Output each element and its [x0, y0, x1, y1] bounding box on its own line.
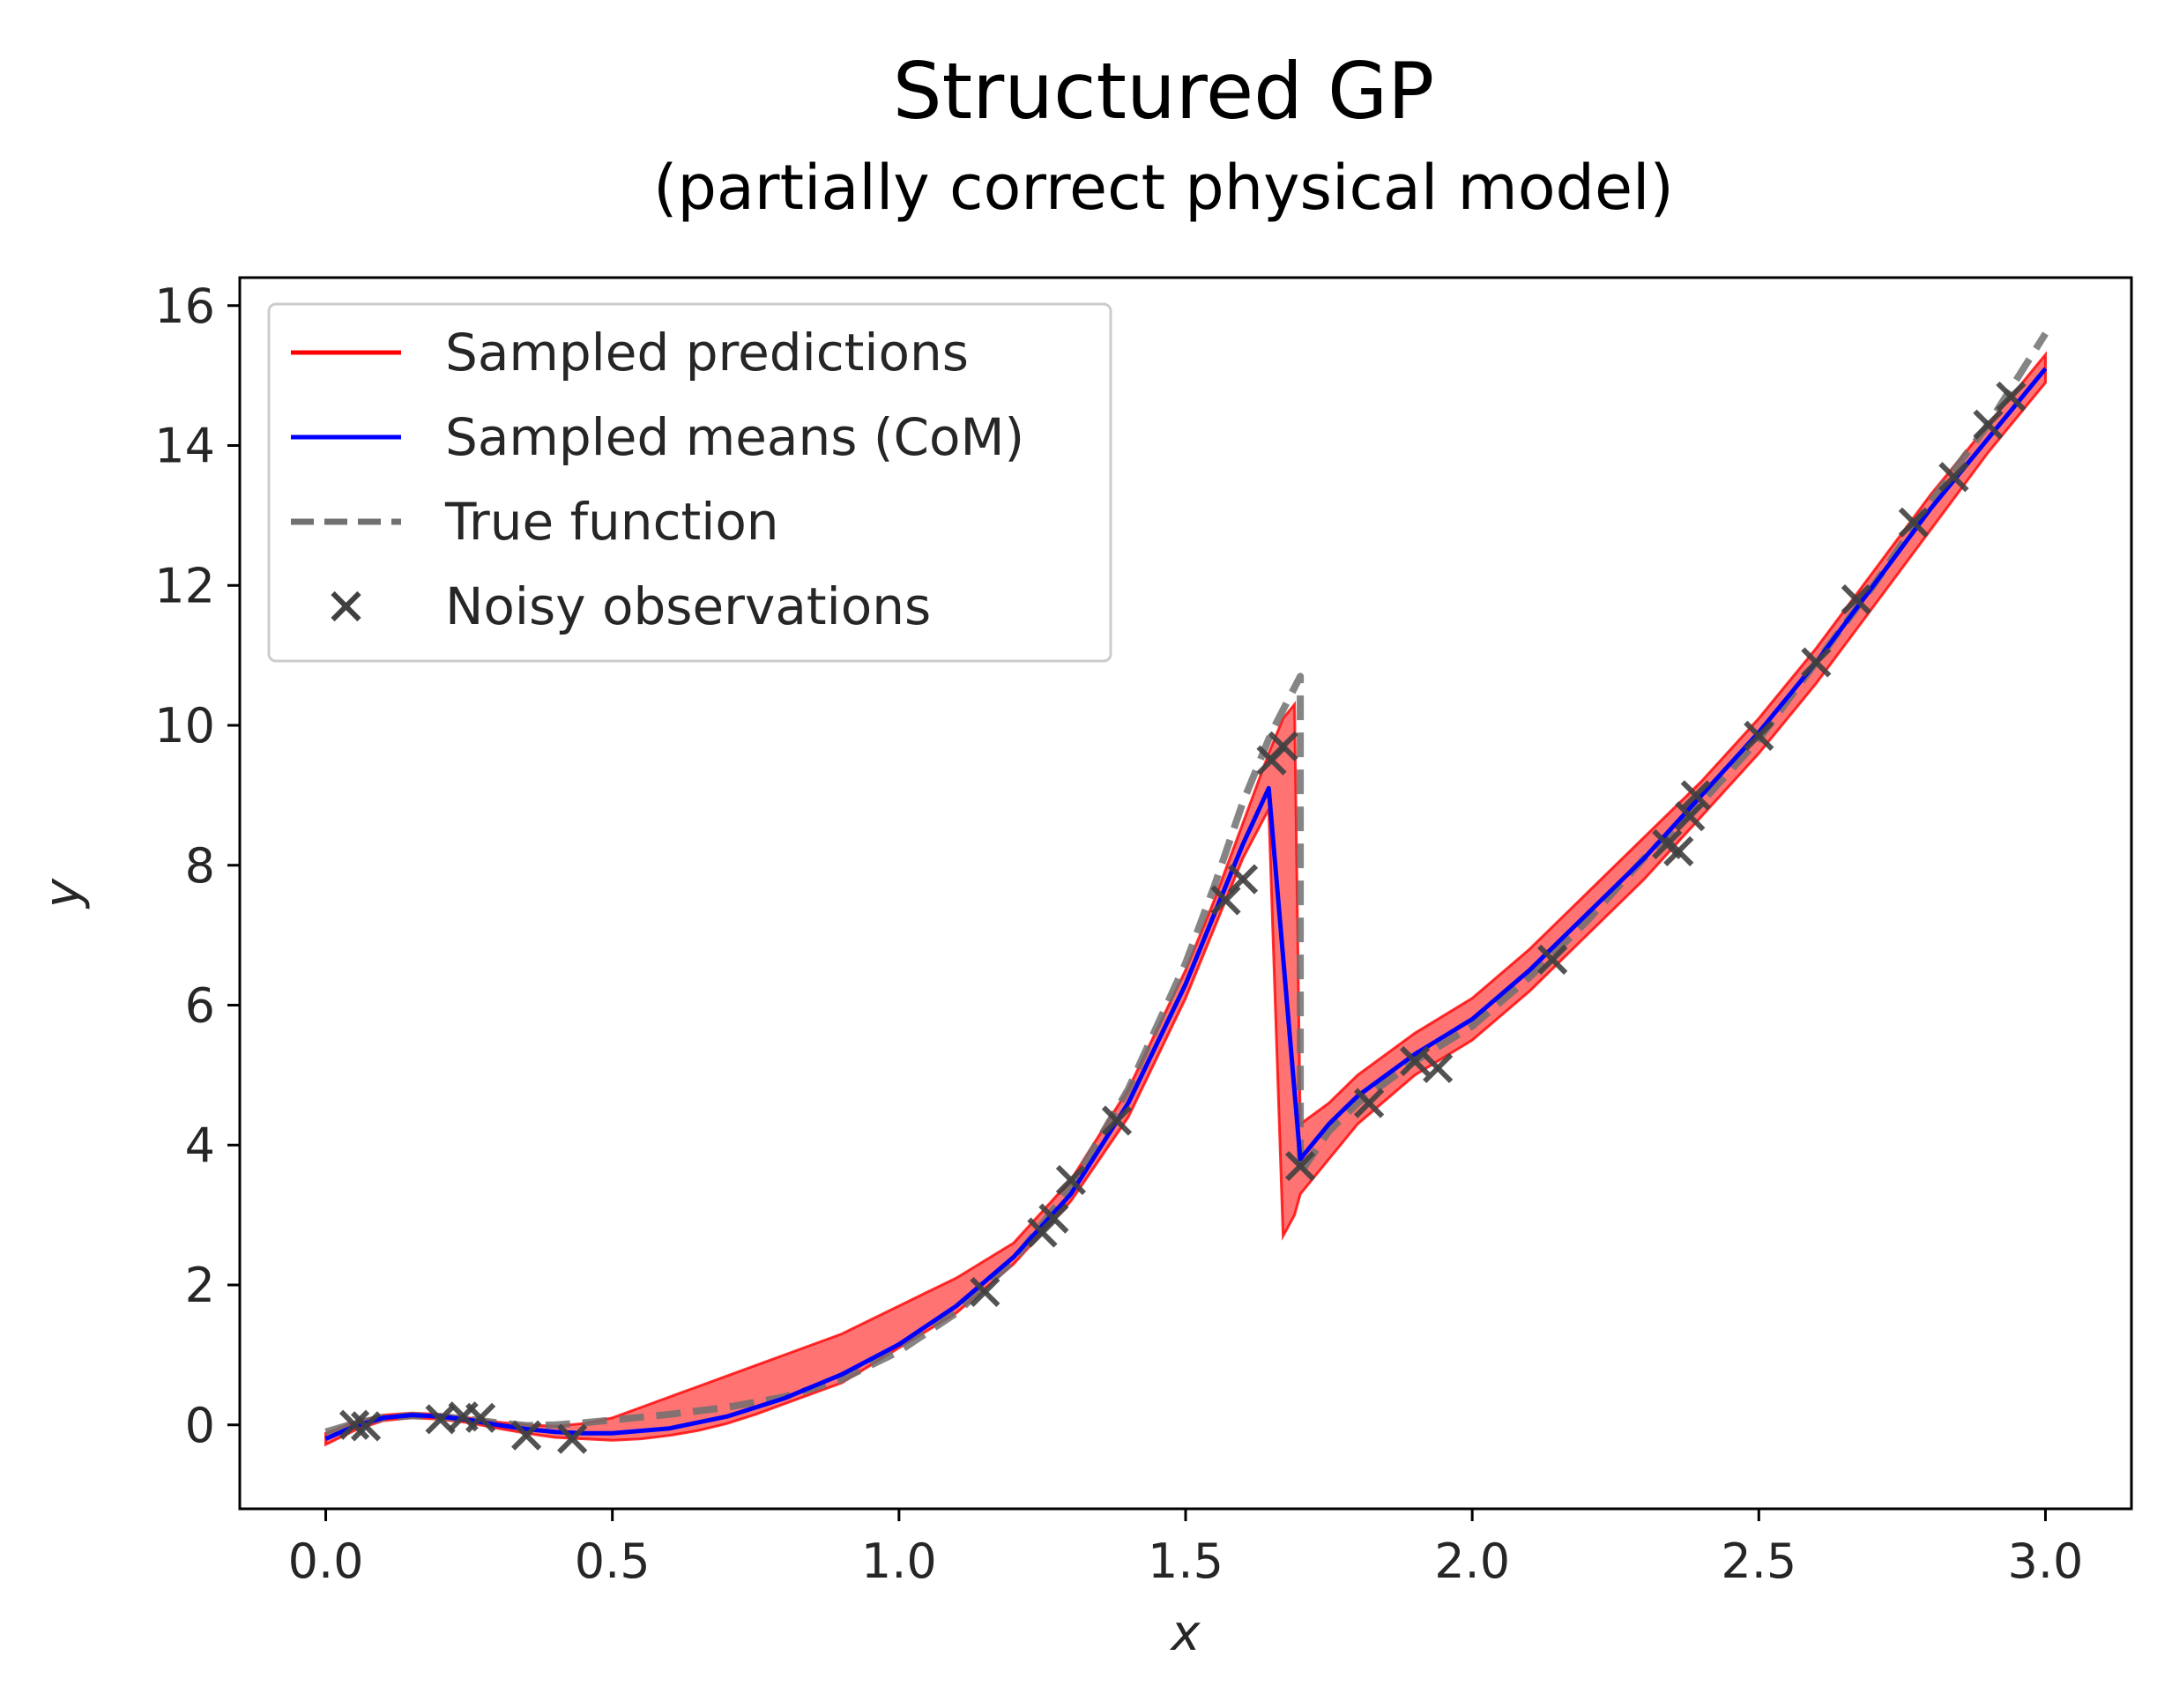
observation-marker: [1055, 1164, 1087, 1196]
observation-stroke: [425, 1404, 456, 1435]
observation-marker: [1038, 1203, 1069, 1234]
y-tick-label: 16: [154, 278, 215, 334]
x-axis-label: x: [1169, 1605, 1201, 1662]
observation-stroke: [970, 1276, 1000, 1308]
observation-stroke: [1423, 1052, 1454, 1084]
legend-label: True function: [444, 492, 779, 552]
observation-marker: [1284, 1150, 1316, 1182]
y-tick-label: 2: [185, 1258, 215, 1313]
observation-stroke: [1268, 731, 1298, 761]
y-tick-label: 0: [185, 1398, 215, 1453]
observation-marker: [1423, 1052, 1454, 1084]
observation-marker: [1399, 1045, 1431, 1077]
observation-stroke: [1675, 801, 1706, 832]
x-axis: 0.0 0.5 1.0 1.5 2.0 2.5 3.0: [288, 1509, 2084, 1589]
observation-marker: [1210, 885, 1241, 916]
observation-stroke: [1399, 1045, 1431, 1077]
observation-marker: [1663, 835, 1694, 866]
observation-stroke: [1227, 864, 1259, 895]
chart-title: Structured GP: [892, 46, 1435, 137]
observation-marker: [1675, 801, 1706, 832]
x-tick-label: 0.0: [288, 1533, 364, 1589]
observation-stroke: [465, 1402, 496, 1433]
observation-marker: [1268, 731, 1298, 761]
y-tick-label: 14: [154, 419, 215, 474]
observation-stroke: [1996, 381, 2027, 412]
x-tick-label: 1.5: [1148, 1533, 1224, 1589]
y-axis: 0 2 4 6 8 10 12 14 16: [154, 278, 240, 1453]
observation-marker: [465, 1402, 496, 1433]
observation-stroke: [1284, 1150, 1316, 1182]
observation-stroke: [1680, 780, 1711, 811]
legend-handle: [331, 590, 361, 622]
observation-stroke: [1038, 1203, 1069, 1234]
x-tick-label: 0.5: [575, 1533, 651, 1589]
observation-marker: [1841, 584, 1871, 615]
x-tick-label: 2.0: [1434, 1533, 1510, 1589]
y-tick-label: 4: [185, 1118, 215, 1173]
legend-label: Sampled predictions: [445, 323, 969, 382]
chart-subtitle: (partially correct physical model): [653, 152, 1674, 224]
observation-stroke: [1744, 720, 1774, 752]
sampled-predictions-band: [324, 351, 2047, 1447]
y-tick-label: 6: [185, 978, 215, 1034]
legend: Sampled predictions Sampled means (CoM) Tr…: [267, 302, 1112, 663]
observation-marker: [1353, 1088, 1385, 1118]
observation-stroke: [1101, 1105, 1133, 1136]
legend-label: Sampled means (CoM): [445, 407, 1024, 467]
observation-marker: [1680, 780, 1711, 811]
y-axis-label: y: [34, 878, 92, 910]
y-tick-label: 12: [154, 558, 215, 613]
observation-stroke: [350, 1411, 382, 1442]
observation-marker: [1101, 1105, 1133, 1136]
observation-stroke: [1841, 584, 1871, 615]
observation-stroke: [1210, 885, 1241, 916]
observation-stroke: [1898, 507, 1930, 538]
observation-stroke: [1537, 944, 1568, 976]
legend-box: [267, 302, 1112, 663]
x-tick-label: 1.0: [861, 1533, 937, 1589]
observation-marker: [1938, 462, 1969, 493]
observation-marker: [1537, 944, 1568, 976]
observation-stroke: [557, 1423, 588, 1454]
observation-stroke: [1801, 647, 1832, 678]
observation-marker: [1744, 720, 1774, 752]
x-tick-label: 2.5: [1721, 1533, 1796, 1589]
plot-content: [324, 331, 2049, 1454]
observation-stroke: [1055, 1164, 1087, 1196]
x-tick-label: 3.0: [2008, 1533, 2084, 1589]
observation-marker: [1973, 409, 2004, 440]
observation-stroke: [1652, 828, 1683, 860]
observation-marker: [557, 1423, 588, 1454]
observation-stroke: [1353, 1088, 1385, 1118]
observation-marker: [1227, 864, 1259, 895]
observation-stroke: [1663, 835, 1694, 866]
observation-marker: [1801, 647, 1832, 678]
observation-stroke: [1938, 462, 1969, 493]
legend-label: Noisy observations: [445, 576, 931, 636]
y-tick-label: 10: [154, 698, 215, 754]
y-tick-label: 8: [185, 838, 215, 894]
observation-marker: [1898, 507, 1930, 538]
observation-marker: [350, 1411, 382, 1442]
observation-stroke: [338, 1409, 370, 1440]
observation-stroke: [1973, 409, 2004, 440]
observation-marker: [1996, 381, 2027, 412]
observation-marker: [511, 1420, 542, 1451]
series-line-1: [324, 367, 2048, 1441]
observation-marker: [970, 1276, 1000, 1308]
observation-marker: [338, 1409, 370, 1440]
observation-stroke: [511, 1420, 542, 1451]
